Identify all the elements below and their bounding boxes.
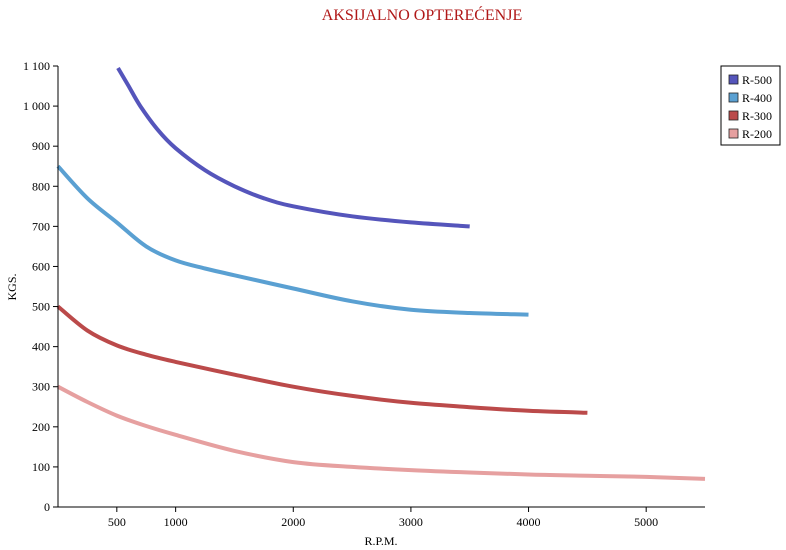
legend-label: R-400 (742, 91, 772, 105)
x-tick-label: 5000 (634, 515, 658, 529)
series-line-r-200 (57, 384, 706, 481)
legend-swatch (728, 74, 739, 85)
y-axis-label: KGS. (5, 273, 19, 300)
x-tick-label: 4000 (517, 515, 541, 529)
y-tick-label: 900 (32, 139, 50, 153)
series-line-r-300 (56, 304, 588, 415)
series-lines (56, 66, 706, 481)
x-tick-label: 1000 (164, 515, 188, 529)
x-tick-label: 3000 (399, 515, 423, 529)
legend-label: R-300 (742, 109, 772, 123)
y-tick-label: 500 (32, 300, 50, 314)
chart-title: AKSIJALNO OPTEREĆENJE (322, 5, 522, 24)
y-tick-label: 1 000 (23, 99, 50, 113)
y-tick-label: 100 (32, 460, 50, 474)
x-tick-label: 2000 (281, 515, 305, 529)
x-axis-ticks: 500 1000 2000 3000 4000 5000 (108, 507, 658, 529)
y-tick-label: 0 (44, 500, 50, 514)
legend-label: R-500 (742, 73, 772, 87)
y-tick-label: 600 (32, 259, 50, 273)
y-tick-label: 1 100 (23, 59, 50, 73)
y-axis-ticks: 0 100 200 300 400 500 600 700 800 900 1 000 1 100 (23, 59, 58, 514)
series-line-r-400 (56, 164, 529, 317)
y-tick-label: 300 (32, 380, 50, 394)
x-tick-label: 500 (108, 515, 126, 529)
legend-swatch (728, 128, 739, 139)
legend-swatch (728, 92, 739, 103)
legend: R-500 R-400 R-300 R-200 (720, 65, 781, 146)
y-tick-label: 700 (32, 219, 50, 233)
y-tick-label: 200 (32, 420, 50, 434)
legend-swatch (728, 110, 739, 121)
series-line-r-500 (116, 66, 470, 229)
y-tick-label: 800 (32, 179, 50, 193)
y-tick-label: 400 (32, 340, 50, 354)
legend-label: R-200 (742, 127, 772, 141)
x-axis-label: R.P.M. (364, 534, 397, 548)
